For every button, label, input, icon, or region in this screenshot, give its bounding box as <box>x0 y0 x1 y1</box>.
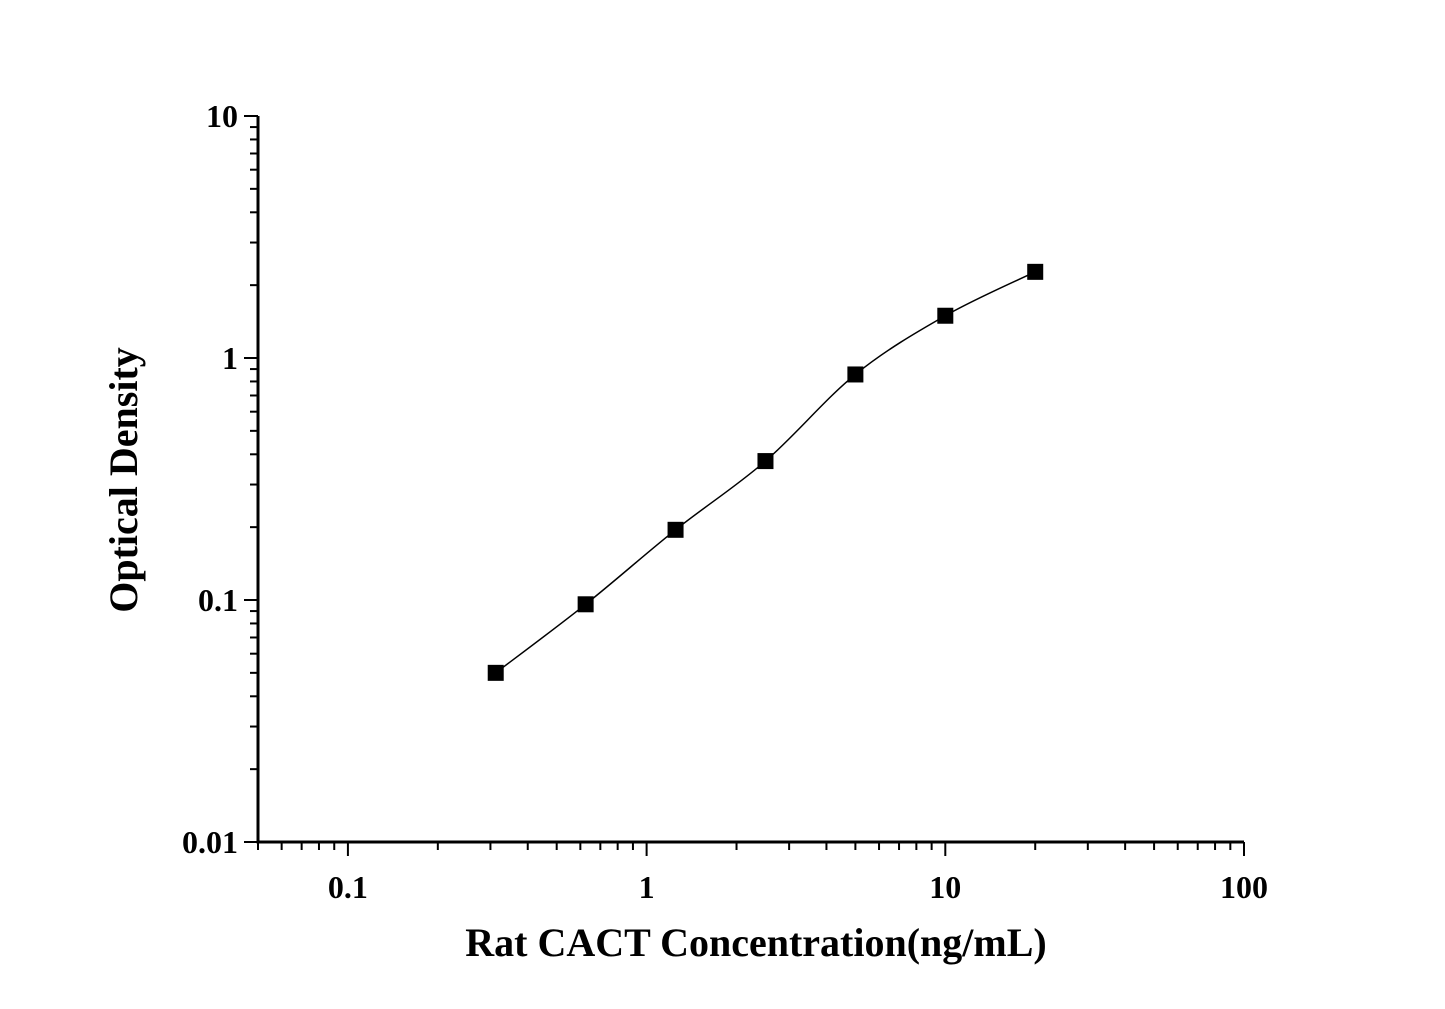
axes <box>256 116 1244 844</box>
x-axis-tick-labels: 0.1 1 10 100 <box>328 869 1268 905</box>
y-tick-label: 1 <box>222 340 238 376</box>
data-points <box>487 263 1044 681</box>
y-axis-title: Optical Density <box>101 347 146 613</box>
data-point <box>757 453 774 470</box>
fit-curve <box>495 271 1036 674</box>
y-tick-label: 0.1 <box>198 582 238 618</box>
data-point <box>1027 263 1044 280</box>
data-point <box>847 366 864 383</box>
data-point <box>667 521 684 538</box>
data-point <box>487 664 504 681</box>
y-tick-label: 0.01 <box>182 824 238 860</box>
y-axis-ticks <box>244 115 258 843</box>
x-axis-title: Rat CACT Concentration(ng/mL) <box>465 920 1046 965</box>
x-tick-label: 10 <box>929 869 961 905</box>
y-axis-tick-labels: 0.01 0.1 1 10 <box>182 98 238 860</box>
x-tick-label: 1 <box>639 869 655 905</box>
x-axis-ticks <box>257 842 1245 856</box>
fit-curve-line <box>495 271 1036 674</box>
x-tick-label: 0.1 <box>328 869 368 905</box>
data-point <box>937 307 954 324</box>
x-tick-label: 100 <box>1220 869 1268 905</box>
data-point <box>577 596 594 613</box>
y-tick-label: 10 <box>206 98 238 134</box>
